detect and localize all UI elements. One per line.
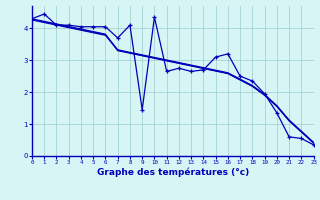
X-axis label: Graphe des températures (°c): Graphe des températures (°c) bbox=[97, 168, 249, 177]
